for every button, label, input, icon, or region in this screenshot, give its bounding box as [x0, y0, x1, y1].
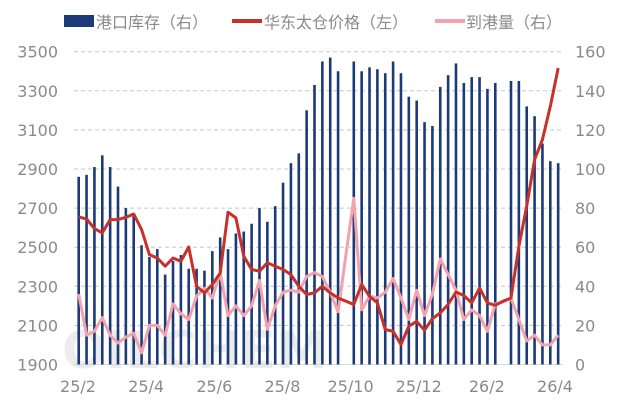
x-tick-label: 26/4 [537, 377, 573, 396]
inventory-bar [368, 67, 371, 365]
inventory-bar [533, 116, 536, 365]
inventory-bar [116, 186, 120, 365]
inventory-bar [124, 208, 128, 365]
right-tick-label: 100 [575, 160, 606, 179]
right-tick-label: 60 [575, 238, 595, 257]
legend-label-port-inventory: 港口库存（右） [96, 13, 208, 32]
inventory-bar [470, 77, 473, 365]
inventory-bar [336, 71, 340, 365]
inventory-bar [454, 63, 458, 365]
inventory-bar [297, 153, 301, 365]
inventory-bar [313, 84, 316, 365]
inventory-bar [250, 223, 253, 365]
inventory-bar [242, 231, 246, 365]
legend: 港口库存（右） 华东太仓价格（左） 到港量（右） [64, 13, 562, 32]
inventory-bar [171, 260, 175, 365]
inventory-bar [407, 96, 411, 365]
left-axis: 3500 3300 3100 2900 2700 2500 2300 2100 1900 [17, 43, 58, 375]
inventory-bar [218, 237, 222, 365]
inventory-bar [77, 176, 80, 365]
legend-swatch-port-inventory [64, 15, 94, 27]
x-tick-label: 25/6 [196, 377, 232, 396]
x-tick-label: 26/2 [469, 377, 505, 396]
right-tick-label: 80 [575, 199, 595, 218]
inventory-bar [85, 174, 88, 365]
left-tick-label: 2900 [17, 160, 58, 179]
inventory-bar [493, 82, 497, 365]
inventory-bar [423, 122, 426, 365]
inventory-bar [376, 69, 379, 365]
x-tick-label: 25/12 [396, 377, 442, 396]
right-tick-label: 160 [575, 43, 606, 62]
inventory-bar [383, 73, 387, 365]
inventory-bar [203, 270, 206, 365]
left-tick-label: 3300 [17, 82, 58, 101]
inventory-bar [321, 61, 324, 365]
right-tick-label: 140 [575, 82, 606, 101]
inventory-bar [305, 110, 308, 365]
inventory-bar [132, 213, 136, 365]
inventory-bar [391, 61, 395, 365]
inventory-bar [234, 233, 238, 365]
inventory-bar [211, 251, 214, 365]
x-tick-label: 25/10 [328, 377, 374, 396]
x-tick-label: 25/8 [264, 377, 300, 396]
inventory-bar [226, 249, 230, 365]
bar-series-port-inventory [77, 57, 560, 365]
left-tick-label: 2300 [17, 277, 58, 296]
x-tick-label: 25/4 [128, 377, 164, 396]
inventory-bar [399, 73, 403, 365]
left-tick-label: 2100 [17, 316, 58, 335]
inventory-bar [541, 143, 544, 365]
right-tick-label: 120 [575, 121, 606, 140]
inventory-bar [462, 82, 466, 365]
right-tick-label: 20 [575, 316, 595, 335]
legend-label-arrivals: 到港量（右） [466, 13, 562, 32]
inventory-bar [281, 182, 285, 365]
left-tick-label: 3500 [17, 43, 58, 62]
inventory-bar [438, 86, 442, 365]
left-tick-label: 2700 [17, 199, 58, 218]
line-series [77, 67, 560, 355]
gridlines [74, 51, 562, 365]
inventory-bar [289, 163, 293, 365]
inventory-bar [486, 88, 489, 365]
x-tick-label: 25/2 [60, 377, 96, 396]
right-tick-label: 40 [575, 277, 595, 296]
left-tick-label: 3100 [17, 121, 58, 140]
inventory-bar [509, 81, 513, 365]
inventory-bar [328, 57, 332, 365]
right-axis: 160 140 120 100 80 60 40 20 0 [575, 43, 606, 375]
inventory-bar [273, 206, 277, 365]
inventory-bar [163, 274, 167, 365]
inventory-bar [179, 255, 183, 365]
inventory-bar [100, 155, 104, 365]
inventory-bar [431, 125, 434, 365]
inventory-bar [549, 161, 552, 365]
inventory-bar [556, 163, 560, 365]
arrivals-line [77, 196, 560, 355]
inventory-bar [525, 106, 529, 365]
inventory-bar [446, 75, 450, 365]
price-line [78, 67, 560, 347]
right-tick-label: 0 [575, 356, 585, 375]
x-axis: 25/2 25/4 25/6 25/8 25/10 25/12 26/2 26/4 [60, 377, 573, 396]
left-tick-label: 1900 [17, 356, 58, 375]
left-tick-label: 2500 [17, 238, 58, 257]
inventory-bar [93, 167, 96, 365]
legend-label-price: 华东太仓价格（左） [264, 13, 408, 32]
inventory-bar [195, 268, 198, 365]
inventory-bar [140, 245, 143, 365]
inventory-bar [360, 71, 363, 365]
inventory-bar [266, 221, 269, 365]
inventory-bar [517, 81, 521, 365]
inventory-bar [156, 249, 159, 365]
inventory-bar [478, 77, 481, 365]
inventory-bar [108, 167, 112, 365]
inventory-bar [148, 256, 151, 365]
inventory-bar [415, 100, 418, 365]
